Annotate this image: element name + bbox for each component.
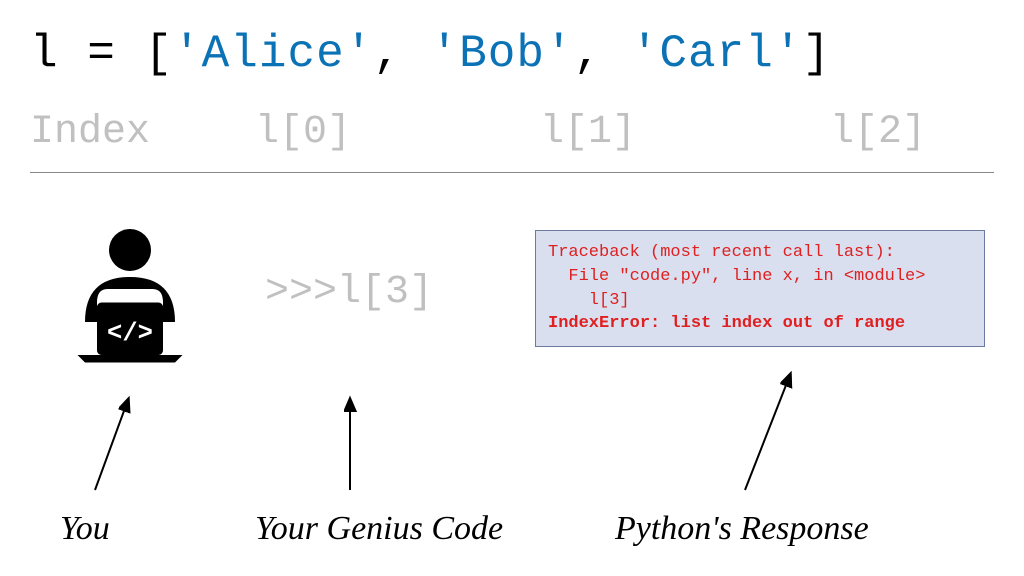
repl-expression: l[3] [337,270,433,315]
repl-input: >>>l[3] [265,270,433,315]
quote: ' [774,28,803,80]
list-item-2: Carl [659,28,773,80]
index-cell-2: l[2] [830,110,926,155]
quote: ' [173,28,202,80]
traceback-error-line: IndexError: list index out of range [548,314,905,333]
traceback-line-2: File "code.py", line x, in <module> [548,267,925,286]
traceback-line-3: l[3] [548,291,630,310]
separator: , [574,28,631,80]
quote: ' [431,28,460,80]
python-list-declaration: l = ['Alice', 'Bob', 'Carl'] [30,28,831,80]
divider-rule [30,172,994,173]
close-bracket: ] [802,28,831,80]
caption-you: You [60,510,110,548]
traceback-output: Traceback (most recent call last): File … [535,230,985,347]
traceback-line-1: Traceback (most recent call last): [548,243,895,262]
caption-genius: Your Genius Code [255,510,503,548]
coder-with-laptop-icon: </> [55,220,205,370]
quote: ' [631,28,660,80]
quote: ' [545,28,574,80]
separator: , [373,28,430,80]
assign-op: = [59,28,145,80]
index-label: Index [30,110,150,155]
index-cell-1: l[1] [540,110,636,155]
arrow-response [745,375,790,490]
quote: ' [345,28,374,80]
var-name: l [30,28,59,80]
repl-prompt: >>> [265,270,337,315]
list-item-0: Alice [202,28,345,80]
list-item-1: Bob [459,28,545,80]
arrow-you [95,400,128,490]
caption-response: Python's Response [615,510,869,548]
open-bracket: [ [144,28,173,80]
index-cell-0: l[0] [255,110,351,155]
svg-text:</>: </> [107,319,153,348]
